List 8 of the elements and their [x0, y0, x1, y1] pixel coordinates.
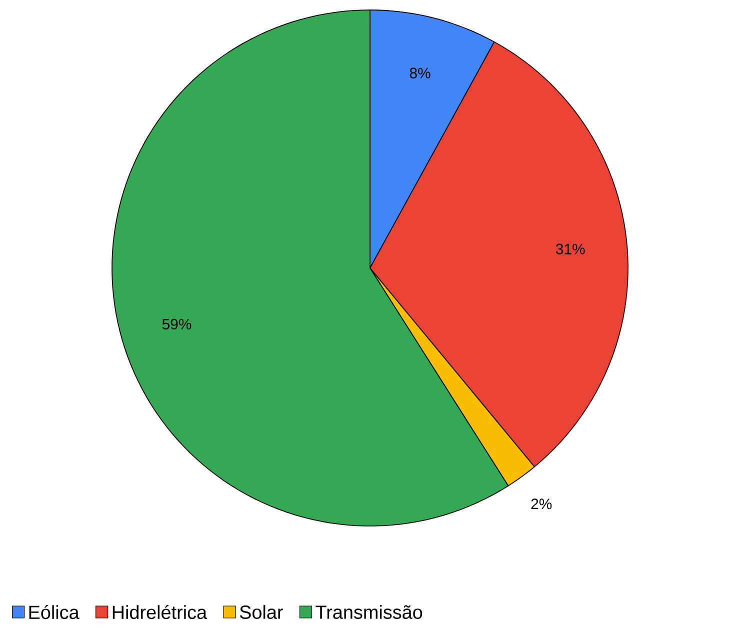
legend-label: Eólica	[29, 604, 80, 620]
legend-label: Transmissão	[316, 605, 422, 619]
legend-label: Solar	[240, 605, 283, 619]
data-label: 31%	[556, 244, 585, 254]
data-label: 8%	[410, 68, 430, 78]
data-label: 2%	[531, 498, 552, 510]
data-label: 59%	[162, 318, 192, 330]
legend-label: Hidrelétrica	[112, 604, 208, 620]
